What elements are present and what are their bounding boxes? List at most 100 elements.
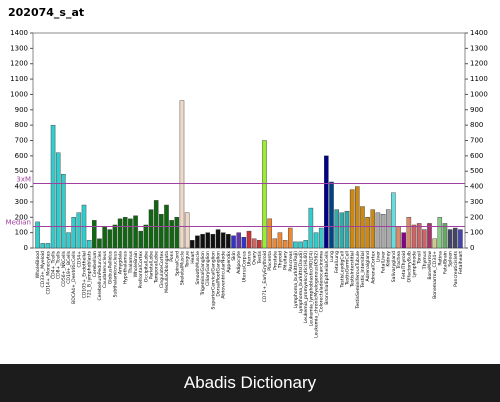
x-tick-label: GlobusPallidus bbox=[107, 250, 113, 284]
y-tick-label: 800 bbox=[15, 121, 28, 129]
bar bbox=[344, 210, 350, 249]
bar bbox=[184, 212, 190, 249]
y-tick-label: 800 bbox=[470, 121, 483, 129]
bar bbox=[396, 226, 401, 249]
bar bbox=[257, 240, 262, 249]
x-tick-label: CD34+ bbox=[76, 251, 82, 268]
bar bbox=[303, 240, 308, 249]
bar bbox=[200, 233, 205, 249]
y-tick-label: 200 bbox=[470, 213, 483, 221]
bar bbox=[293, 241, 298, 249]
x-tick-label: FetalLung bbox=[334, 251, 340, 273]
y-tick-label: 100 bbox=[470, 229, 483, 237]
bar bbox=[416, 223, 422, 249]
bar bbox=[334, 209, 339, 249]
bar bbox=[355, 186, 360, 249]
x-tick-label: Thyroid bbox=[277, 251, 283, 269]
x-tick-label: Kidney bbox=[386, 251, 392, 267]
bar bbox=[251, 238, 257, 249]
y-tick-label: 200 bbox=[15, 213, 28, 221]
y-tick-label: 700 bbox=[470, 137, 483, 145]
x-tick-label: PrefrontalCortex bbox=[138, 251, 144, 289]
x-tick-label: TestisInterstitial bbox=[350, 251, 356, 288]
plot-frame bbox=[32, 32, 466, 249]
x-tick-label: TestisSeminiferousTubule bbox=[355, 251, 361, 310]
bar bbox=[231, 235, 236, 249]
bar bbox=[71, 217, 76, 249]
bar bbox=[195, 235, 200, 249]
x-tick-label: Liver bbox=[375, 251, 381, 262]
x-tick-label: Pancreaticislets bbox=[453, 250, 459, 286]
bar bbox=[66, 232, 71, 249]
bar bbox=[220, 232, 226, 249]
bar bbox=[282, 240, 288, 249]
bar bbox=[133, 215, 138, 249]
x-tick-label: Colorectaladenocarcinoma bbox=[319, 251, 325, 313]
bar bbox=[174, 217, 180, 249]
x-tick-label: Retina bbox=[437, 251, 443, 266]
bar bbox=[128, 218, 133, 249]
x-tick-label: Lung bbox=[329, 251, 335, 262]
bar bbox=[215, 229, 221, 249]
x-tick-label: TrigeminalGanglion bbox=[200, 251, 206, 296]
x-tick-label: WholeBlood bbox=[35, 251, 41, 278]
y-tick-label: 900 bbox=[15, 106, 28, 114]
x-tick-label: Thalamus bbox=[128, 250, 134, 274]
y-tick-label: 500 bbox=[15, 167, 28, 175]
x-tick-label: DorsalRootGanglion bbox=[216, 251, 222, 297]
reference-label: Median bbox=[6, 219, 31, 227]
bar bbox=[391, 192, 396, 249]
bar bbox=[241, 237, 247, 249]
x-tick-label: Lymphoma_burkitts(Daudi) bbox=[298, 251, 304, 313]
bar bbox=[272, 238, 278, 249]
x-tick-label: Ovary bbox=[252, 251, 258, 265]
bar bbox=[365, 217, 370, 249]
x-tick-label: Heart bbox=[190, 251, 196, 264]
x-tick-label: CD71+_EarlyErythroid bbox=[262, 251, 268, 302]
x-tick-label: FetalLiver bbox=[381, 251, 387, 273]
bar bbox=[76, 212, 82, 249]
x-tick-label: Hypothalamus bbox=[123, 250, 129, 284]
y-tick-label: 100 bbox=[15, 229, 28, 237]
x-tick-label: SpinalCord bbox=[174, 251, 180, 276]
y-tick-label: 900 bbox=[470, 106, 483, 114]
x-tick-label: AdrenalCortex bbox=[370, 251, 376, 284]
x-tick-label: FetalThyroid bbox=[401, 251, 407, 279]
x-tick-label: Skin bbox=[231, 251, 237, 261]
bar bbox=[432, 238, 437, 249]
bar bbox=[411, 224, 417, 249]
x-tick-label: Spleen bbox=[448, 251, 454, 267]
x-tick-label: SmoothMuscle bbox=[195, 251, 201, 285]
bar bbox=[159, 214, 164, 249]
y-tick-label: 1100 bbox=[10, 75, 28, 83]
x-tick-label: Adipocyte bbox=[236, 251, 242, 274]
bar bbox=[313, 232, 319, 249]
bar bbox=[210, 233, 216, 249]
bar bbox=[298, 241, 303, 249]
x-tick-label: ParietalLobe bbox=[149, 251, 155, 279]
bar bbox=[458, 229, 463, 249]
y-tick-label: 1400 bbox=[470, 29, 488, 37]
bar bbox=[179, 100, 185, 249]
bar bbox=[190, 240, 195, 249]
bar bbox=[308, 207, 314, 249]
x-tick-label: Appendix bbox=[226, 251, 232, 273]
x-tick-label: Prostate bbox=[272, 251, 278, 270]
x-tick-label: BoneMarrow bbox=[427, 251, 433, 280]
x-tick-label: Cerebellum bbox=[92, 250, 98, 277]
bar bbox=[122, 217, 128, 249]
reference-label: 3xM bbox=[16, 176, 31, 184]
x-tick-label: CD4+_Tcells bbox=[51, 250, 57, 279]
x-tick-label: BDCA4+_DentriticCells bbox=[71, 250, 77, 304]
bar bbox=[375, 212, 381, 249]
bar bbox=[437, 217, 443, 249]
bar bbox=[380, 214, 386, 249]
bar bbox=[442, 223, 448, 249]
x-tick-label: TemporalLobe bbox=[154, 251, 160, 284]
y-tick-label: 400 bbox=[15, 183, 28, 191]
y-tick-label: 1000 bbox=[10, 90, 28, 98]
x-tick-label: SuperiorCervicalGanglion bbox=[210, 251, 216, 310]
bar bbox=[226, 233, 231, 249]
x-tick-label: Testis bbox=[257, 250, 263, 264]
